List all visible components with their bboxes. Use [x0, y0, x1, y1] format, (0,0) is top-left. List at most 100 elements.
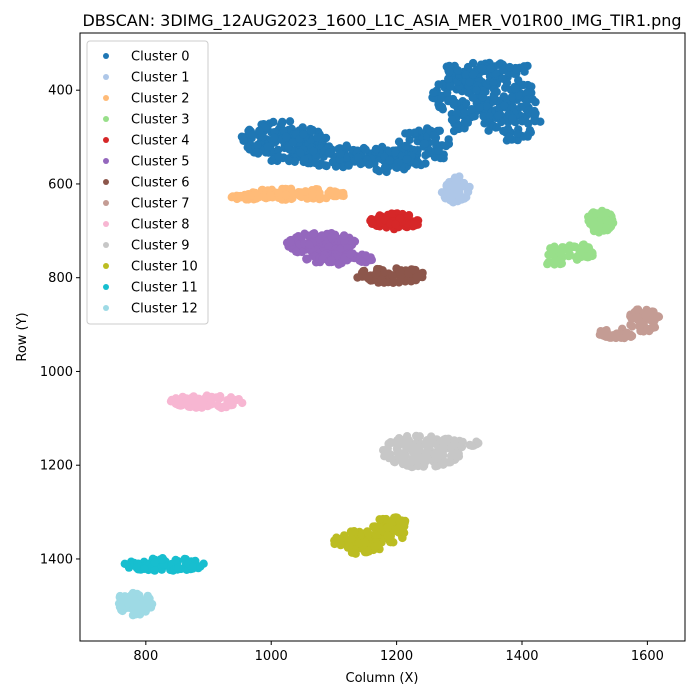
data-point — [403, 461, 412, 470]
legend-item: Cluster 6 — [103, 176, 190, 191]
data-point — [518, 117, 527, 126]
data-point — [277, 118, 287, 128]
data-point — [442, 181, 451, 191]
legend-label: Cluster 4 — [131, 134, 190, 149]
data-point — [505, 132, 514, 142]
data-point — [444, 67, 454, 77]
data-point — [512, 65, 521, 74]
data-point — [247, 191, 257, 200]
legend-frame — [86, 40, 209, 325]
data-point — [132, 563, 142, 573]
x-tick-label: 800 — [133, 649, 158, 664]
data-point — [522, 98, 531, 107]
data-point — [508, 114, 517, 123]
data-point — [361, 251, 370, 260]
data-point — [405, 135, 414, 145]
data-point — [419, 462, 428, 471]
data-point — [444, 74, 453, 84]
data-point — [308, 229, 318, 239]
data-point — [285, 117, 295, 126]
data-point — [409, 220, 418, 229]
data-point — [439, 451, 448, 460]
data-point — [530, 117, 540, 126]
data-point — [310, 158, 320, 168]
legend-marker — [103, 74, 109, 80]
data-point — [305, 240, 314, 249]
data-point — [581, 252, 590, 261]
legend-marker — [103, 158, 109, 164]
data-point — [574, 253, 584, 262]
data-point — [177, 400, 187, 410]
data-point — [364, 160, 374, 169]
legend-item: Cluster 1 — [103, 71, 190, 86]
data-point — [499, 101, 509, 110]
data-point — [519, 80, 528, 90]
data-point — [157, 555, 167, 564]
data-point — [395, 267, 405, 276]
data-point — [493, 111, 503, 120]
data-point — [525, 126, 535, 135]
legend-item: Cluster 11 — [103, 281, 198, 296]
data-point — [486, 64, 496, 73]
data-point — [565, 250, 574, 259]
data-point — [339, 191, 348, 201]
data-point — [590, 219, 599, 229]
legend-label: Cluster 1 — [131, 71, 190, 86]
data-point — [327, 256, 336, 265]
data-point — [198, 395, 207, 404]
data-point — [595, 209, 604, 218]
data-point — [459, 108, 468, 118]
data-point — [475, 103, 484, 112]
data-point — [391, 219, 400, 229]
data-point — [238, 398, 247, 408]
series-cluster-0 — [237, 58, 545, 177]
data-point — [477, 64, 486, 73]
legend-label: Cluster 10 — [131, 260, 198, 275]
data-point — [308, 191, 317, 200]
data-point — [383, 444, 392, 453]
points-layer — [114, 58, 664, 620]
legend-label: Cluster 2 — [131, 92, 190, 107]
data-point — [413, 272, 422, 281]
data-point — [628, 322, 637, 331]
y-tick-label: 1000 — [40, 365, 73, 380]
data-point — [255, 126, 264, 135]
data-point — [235, 192, 244, 201]
data-point — [499, 126, 508, 136]
data-point — [335, 149, 345, 159]
data-point — [325, 148, 334, 158]
data-point — [505, 62, 514, 72]
legend-marker — [103, 116, 109, 122]
data-point — [367, 219, 377, 228]
y-tick-label: 800 — [48, 271, 73, 286]
data-point — [522, 89, 532, 99]
data-point — [288, 138, 298, 147]
data-point — [269, 117, 278, 127]
data-point — [455, 188, 464, 197]
data-point — [209, 394, 218, 403]
data-point — [449, 198, 458, 207]
data-point — [363, 528, 373, 538]
data-point — [648, 323, 657, 333]
data-point — [182, 394, 191, 403]
data-point — [513, 129, 522, 138]
legend-label: Cluster 9 — [131, 239, 190, 254]
data-point — [453, 66, 463, 75]
data-point — [394, 137, 404, 146]
legend-marker — [103, 137, 109, 143]
data-point — [557, 246, 567, 256]
data-point — [414, 442, 424, 451]
data-point — [396, 276, 405, 286]
data-point — [254, 193, 264, 202]
data-point — [430, 137, 440, 146]
data-point — [288, 189, 297, 198]
data-point — [228, 192, 237, 201]
series-cluster-7 — [595, 305, 664, 343]
data-point — [445, 61, 454, 71]
data-point — [372, 541, 382, 550]
data-point — [399, 517, 408, 526]
data-point — [342, 141, 351, 150]
data-point — [383, 523, 392, 532]
legend-label: Cluster 5 — [131, 155, 190, 170]
